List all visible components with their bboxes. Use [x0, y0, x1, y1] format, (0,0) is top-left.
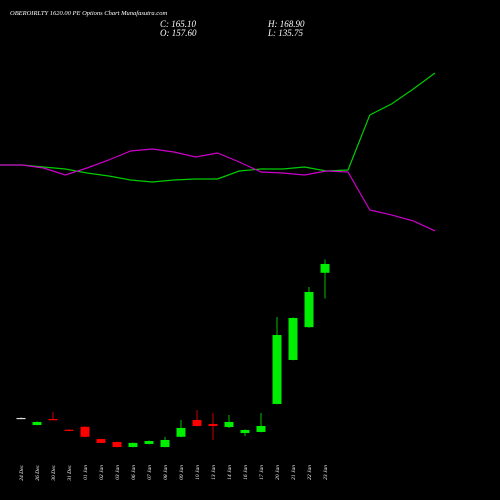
high-label: H: 168.90 — [267, 19, 305, 29]
overlay-line — [0, 72, 436, 183]
x-tick-label: 20 Jan — [275, 465, 281, 480]
close-label: C: 165.10 — [160, 19, 197, 29]
x-tick-label: 16 Jan — [243, 465, 249, 480]
x-tick-label: 14 Jan — [226, 465, 233, 480]
candle-body — [192, 419, 202, 426]
x-tick-label: 06 Jan — [131, 465, 137, 480]
overlay-line — [0, 148, 436, 232]
candle-body — [272, 335, 282, 404]
x-tick-label: 21 Jan — [291, 465, 297, 480]
candle-body — [32, 421, 42, 426]
candle-body — [160, 439, 170, 448]
candle-body — [320, 263, 330, 273]
candle-body — [80, 426, 90, 437]
x-tick-label: 26 Dec — [35, 464, 41, 480]
x-tick-label: 23 Jan — [323, 465, 329, 480]
candle-body — [128, 442, 138, 448]
x-tick-label: 03 Jan — [115, 465, 121, 480]
candle-body — [144, 441, 154, 444]
x-tick-label: 22 Jan — [307, 465, 313, 480]
open-label: O: 157.60 — [160, 28, 197, 38]
chart-title: OBEROIRLTY 1620.00 PE Options Chart Muna… — [10, 10, 167, 17]
candle-body — [224, 421, 234, 428]
candle-body — [288, 317, 298, 360]
x-tick-label: 31 Dec — [67, 464, 73, 481]
x-tick-label: 13 Jan — [211, 465, 217, 480]
candle-body — [48, 419, 58, 421]
candle-body — [96, 439, 106, 443]
candle-body — [240, 429, 250, 434]
x-tick-label: 07 Jan — [147, 465, 153, 480]
x-tick-label: 02 Jan — [99, 465, 105, 480]
x-tick-label: 01 Jan — [83, 465, 89, 480]
candle-body — [208, 423, 218, 426]
candle-body — [304, 291, 314, 328]
x-tick-label: 17 Jan — [259, 465, 265, 480]
low-label: L: 135.75 — [267, 28, 304, 38]
x-tick-label: 30 Dec — [51, 464, 57, 481]
candle-body — [112, 441, 122, 448]
x-tick-label: 08 Jan — [163, 465, 169, 480]
candle-body — [16, 417, 26, 420]
candle-body — [256, 425, 266, 432]
x-tick-label: 24 Dec — [18, 464, 25, 480]
candle-body — [64, 429, 74, 431]
x-tick-label: 09 Jan — [179, 465, 185, 480]
x-tick-label: 10 Jan — [195, 465, 201, 480]
candle-body — [176, 427, 186, 437]
